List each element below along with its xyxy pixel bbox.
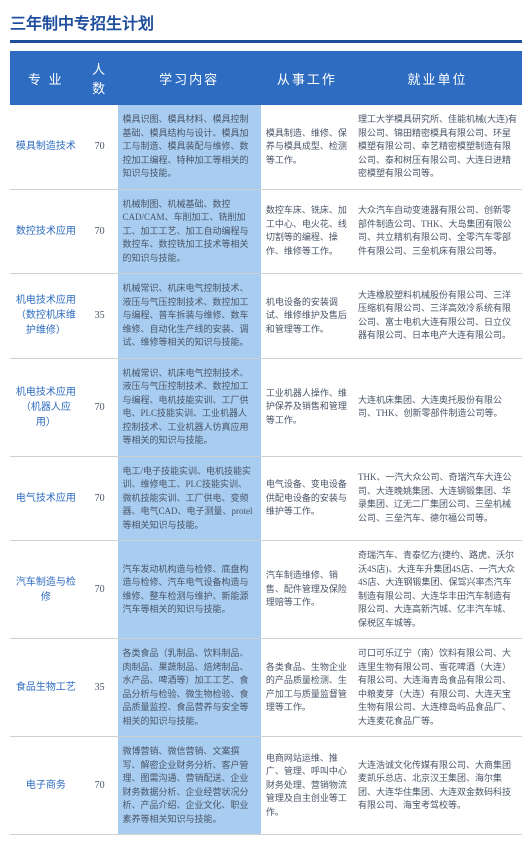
cell-work: 模具制造、维修、保养与模具成型、检测等工作。 [261,105,353,189]
col-header-work: 从事工作 [261,51,353,105]
cell-company: 理工大学模具研究所、佳能机械(大连)有限公司、锦田精密模具有限公司、环星模塑有限… [353,105,522,189]
col-header-study: 学习内容 [118,51,261,105]
cell-num: 35 [82,639,118,737]
cell-study: 各类食品（乳制品、饮料制品、肉制品、果蔬制品、焙烤制品、水产品、啤酒等）加工工艺… [118,639,261,737]
cell-major: 电子商务 [10,737,82,835]
table-row: 食品生物工艺35各类食品（乳制品、饮料制品、肉制品、果蔬制品、焙烤制品、水产品、… [10,639,522,737]
cell-study: 微博营销、微信营销、文案撰写、解密企业财务分析、客户管理、图需沟通、营销配送、企… [118,737,261,835]
cell-study: 模具识图、模具材料、模具控制基础、模具结构与设计、模具加工与制造、模具装配与维修… [118,105,261,189]
page-title: 三年制中专招生计划 [10,10,522,34]
cell-num: 70 [82,737,118,835]
title-bar [10,40,522,43]
cell-company: 可口可乐辽宁（南）饮料有限公司、大连里生物有限公司、雪花啤酒（大连）有限公司、大… [353,639,522,737]
cell-study: 机械制图、机械基础、数控CAD/CAM、车削加工、铣削加工、加工工艺、加工自动编… [118,189,261,274]
enrollment-table: 专 业 人数 学习内容 从事工作 就业单位 模具制造技术70模具识图、模具材料、… [10,51,522,835]
cell-major: 模具制造技术 [10,105,82,189]
cell-num: 70 [82,541,118,639]
cell-num: 35 [82,274,118,359]
cell-num: 70 [82,105,118,189]
cell-work: 各类食品、生物企业的产品质量检测、生产加工与质量监督管理等工作。 [261,639,353,737]
table-row: 电气技术应用70电工/电子技能实训、电机技能实训、维修电工、PLC技能实训、微机… [10,456,522,541]
cell-work: 电商网站运维、推广、管理、呼叫中心财务处理、营销物流管理及自主创业等工作。 [261,737,353,835]
cell-work: 电气设备、变电设备供配电设备的安装与维护等工作。 [261,456,353,541]
table-row: 数控技术应用70机械制图、机械基础、数控CAD/CAM、车削加工、铣削加工、加工… [10,189,522,274]
cell-company: 大众汽车自动变速器有限公司、创新零部件制造公司、THK、大岛集团有限公司、共立精… [353,189,522,274]
cell-company: 大连机床集团、大连奥托股份有限公司、THK、创新零部件制造公司等。 [353,358,522,456]
cell-major: 汽车制造与检修 [10,541,82,639]
cell-company: 奇瑞汽车、青泰忆方(捷约、路虎、沃尔沃4S店)、大连车升集团4S店、一汽大众4S… [353,541,522,639]
table-row: 机电技术应用（机器人应用）70机械常识、机床电气控制技术、液压与气压控制技术、数… [10,358,522,456]
cell-company: 大连橡胶塑料机械股份有限公司、三洋压缩机有限公司、三洋高效冷系统有限公司、富士电… [353,274,522,359]
cell-num: 70 [82,456,118,541]
cell-study: 电工/电子技能实训、电机技能实训、维修电工、PLC技能实训、微机技能实训、工厂供… [118,456,261,541]
cell-company: THK、一汽大众公司、奇瑞汽车大连公司、大连晚姚集团、大连钢锻集团、华录集团、辽… [353,456,522,541]
cell-study: 汽车发动机构造与检修、底盘构造与检修、汽车电气设备构造与维修、整车检测与维护、新… [118,541,261,639]
cell-major: 数控技术应用 [10,189,82,274]
table-row: 汽车制造与检修70汽车发动机构造与检修、底盘构造与检修、汽车电气设备构造与维修、… [10,541,522,639]
cell-major: 机电技术应用（机器人应用） [10,358,82,456]
cell-major: 食品生物工艺 [10,639,82,737]
cell-work: 数控车床、铣床、加工中心、电火花、线切割等的编程、操作、维修等工作。 [261,189,353,274]
cell-study: 机械常识、机床电气控制技术、液压与气压控制技术、数控加工与编程、普车拆装与维修、… [118,274,261,359]
table-row: 模具制造技术70模具识图、模具材料、模具控制基础、模具结构与设计、模具加工与制造… [10,105,522,189]
col-header-major: 专 业 [10,51,82,105]
cell-work: 汽车制造维修、销售、配件管理及保险理赔等工作。 [261,541,353,639]
table-row: 电子商务70微博营销、微信营销、文案撰写、解密企业财务分析、客户管理、图需沟通、… [10,737,522,835]
cell-major: 机电技术应用（数控机床维护维修） [10,274,82,359]
cell-work: 机电设备的安装调试、维修维护及售后和管理等工作。 [261,274,353,359]
cell-num: 70 [82,358,118,456]
col-header-num: 人数 [82,51,118,105]
cell-study: 机械常识、机床电气控制技术、液压与气压控制技术、数控加工与编程、电机技能实训、工… [118,358,261,456]
table-row: 机电技术应用（数控机床维护维修）35机械常识、机床电气控制技术、液压与气压控制技… [10,274,522,359]
cell-company: 大连浩诚文化传媒有限公司、大商集团麦凯乐总店、北京汉王集团、海尔集团、大连华住集… [353,737,522,835]
cell-major: 电气技术应用 [10,456,82,541]
cell-num: 70 [82,189,118,274]
col-header-company: 就业单位 [353,51,522,105]
cell-work: 工业机器人操作、维护保养及销售和管理等工作。 [261,358,353,456]
